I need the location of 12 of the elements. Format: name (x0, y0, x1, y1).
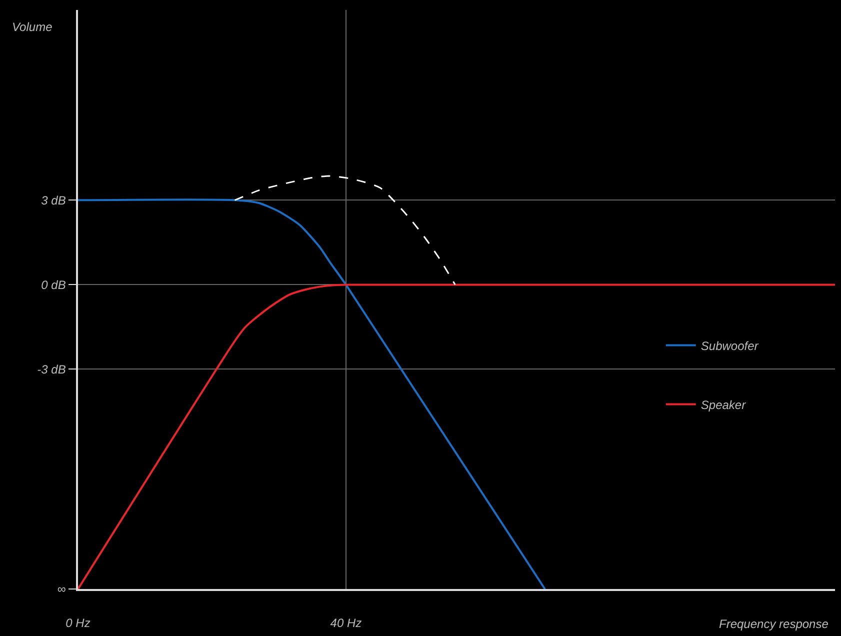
y-tick-label: 3 dB (41, 193, 66, 208)
line-series (234, 175, 456, 286)
legend-label: Subwoofer (700, 338, 760, 353)
y-tick-label: -3 dB (37, 362, 66, 376)
x-tick-label: 0 Hz (66, 616, 90, 630)
x-axis-title: Frequency response (719, 617, 829, 631)
y-tick-label: ∞ (57, 582, 66, 596)
y-axis-title: Volume (12, 20, 53, 34)
x-tick-label: 40 Hz (330, 616, 362, 630)
line-series (78, 198, 546, 589)
y-tick-label: 0 dB (41, 278, 66, 292)
legend-label: Speaker (700, 398, 747, 412)
